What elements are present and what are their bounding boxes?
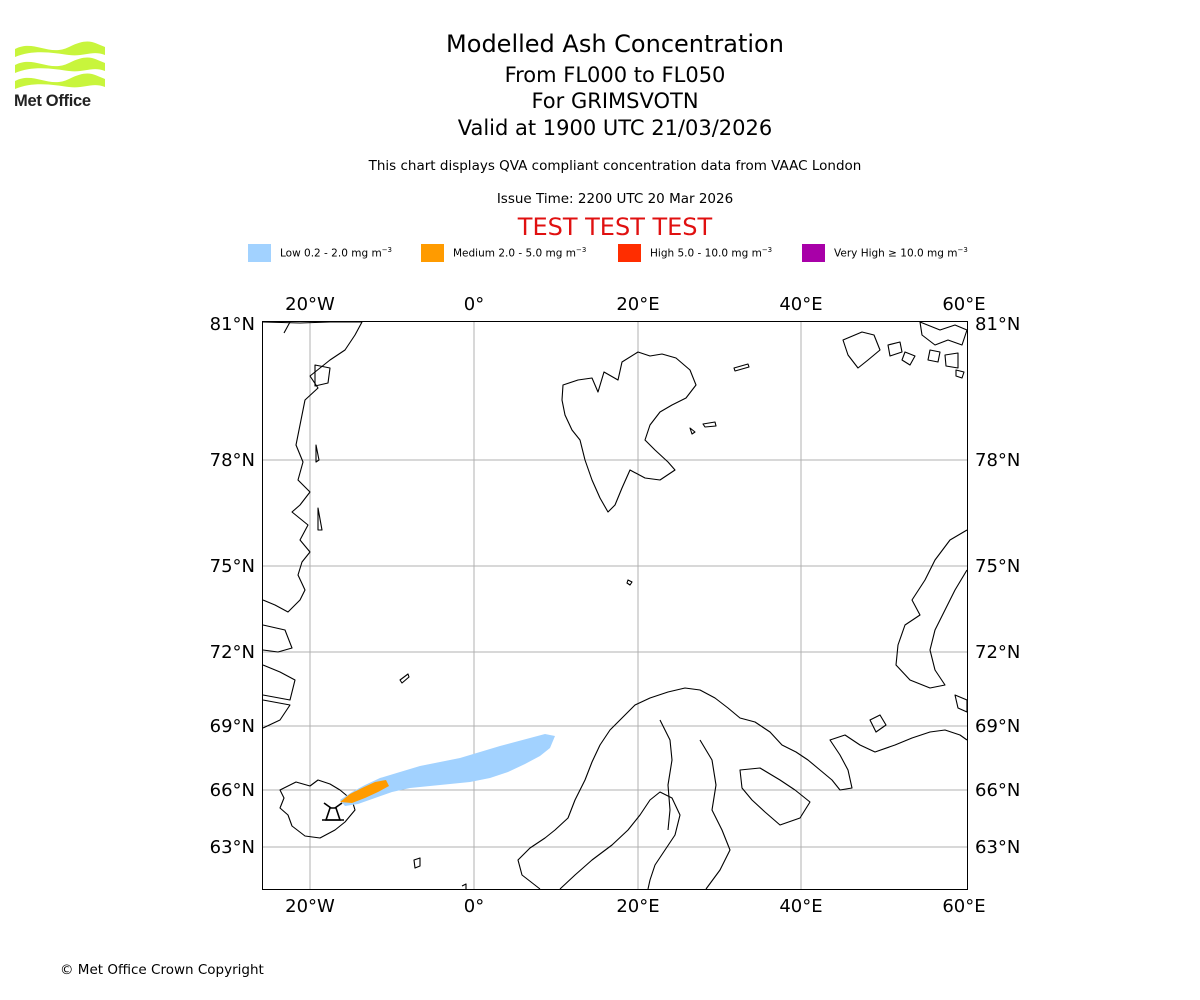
map-gridlines — [263, 322, 967, 889]
volcano-icon — [322, 802, 344, 821]
valid-time: Valid at 1900 UTC 21/03/2026 — [457, 116, 773, 140]
lon-label-top: 0° — [464, 294, 484, 315]
lon-label-bottom: 20°W — [285, 896, 335, 917]
lon-label-bottom: 0° — [464, 896, 484, 917]
met-office-logo — [15, 41, 105, 89]
lon-label-bottom: 40°E — [779, 896, 822, 917]
issue-time: Issue Time: 2200 UTC 20 Mar 2026 — [496, 191, 734, 207]
lon-label-top: 40°E — [779, 294, 822, 315]
legend-label-high: High 5.0 - 10.0 mg m — [650, 247, 762, 260]
lon-label-bottom: 60°E — [942, 896, 985, 917]
lat-label-left: 75°N — [210, 556, 255, 577]
lat-label-left: 69°N — [210, 716, 255, 737]
ash-plume-low — [340, 734, 555, 806]
flight-level-range: From FL000 to FL050 — [504, 63, 726, 87]
lat-label-left: 81°N — [210, 314, 255, 335]
lat-label-left: 63°N — [210, 837, 255, 858]
lat-label-right: 81°N — [975, 314, 1020, 335]
coastlines — [262, 321, 968, 890]
lat-label-right: 72°N — [975, 642, 1020, 663]
logo-text: Met Office — [14, 92, 91, 110]
lon-label-bottom: 20°E — [616, 896, 659, 917]
lat-label-left: 66°N — [210, 780, 255, 801]
lon-label-top: 20°W — [285, 294, 335, 315]
legend-swatch-high — [618, 244, 641, 262]
lon-label-top: 60°E — [942, 294, 985, 315]
legend-label-very-high: Very High ≥ 10.0 mg m — [834, 247, 958, 260]
lat-label-right: 75°N — [975, 556, 1020, 577]
chart-description: This chart displays QVA compliant concen… — [368, 158, 862, 174]
chart-title: Modelled Ash Concentration — [446, 30, 784, 58]
lon-label-top: 20°E — [616, 294, 659, 315]
lat-label-left: 72°N — [210, 642, 255, 663]
lat-label-right: 69°N — [975, 716, 1020, 737]
legend-label-medium: Medium 2.0 - 5.0 mg m — [453, 247, 576, 260]
lat-label-right: 78°N — [975, 450, 1020, 471]
test-banner: TEST TEST TEST — [517, 213, 713, 241]
volcano-name: For GRIMSVOTN — [531, 89, 699, 113]
lat-label-left: 78°N — [210, 450, 255, 471]
legend-label-low: Low 0.2 - 2.0 mg m — [280, 247, 382, 260]
lat-label-right: 66°N — [975, 780, 1020, 801]
legend-swatch-very-high — [802, 244, 825, 262]
legend-swatch-low — [248, 244, 271, 262]
map-frame — [262, 321, 968, 890]
ash-plume-medium — [340, 780, 389, 803]
legend-swatch-medium — [421, 244, 444, 262]
lat-label-right: 63°N — [975, 837, 1020, 858]
copyright-notice: © Met Office Crown Copyright — [60, 962, 264, 978]
